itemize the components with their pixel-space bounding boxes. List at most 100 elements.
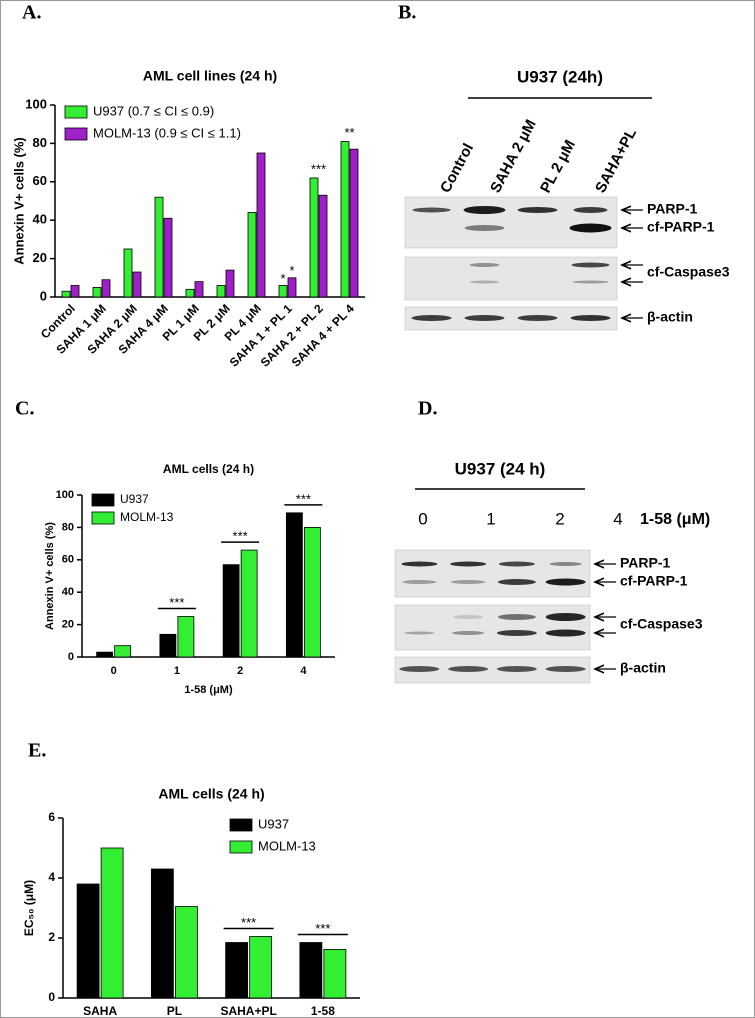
legend-label: U937 (0.7 ≤ CI ≤ 0.9) bbox=[93, 103, 214, 118]
band-label: β-actin bbox=[647, 309, 693, 325]
lane-label: 1 bbox=[486, 509, 495, 528]
legend-label: MOLM-13 (0.9 ≤ CI ≤ 1.1) bbox=[93, 125, 241, 140]
y-tick-label: 4 bbox=[48, 870, 55, 884]
y-axis-label: Annexin V+ cells (%) bbox=[11, 137, 26, 265]
bar bbox=[216, 285, 226, 298]
x-tick-label: 0 bbox=[111, 665, 117, 677]
band-label: cf-PARP-1 bbox=[647, 219, 715, 235]
y-tick-label: 40 bbox=[33, 212, 47, 227]
significance-label: * bbox=[289, 263, 294, 278]
blot-band bbox=[545, 629, 586, 637]
lane-label: 0 bbox=[418, 509, 427, 528]
legend-swatch bbox=[64, 127, 88, 141]
blot-band bbox=[469, 263, 500, 267]
band-label: cf-Caspase3 bbox=[647, 264, 730, 280]
bar bbox=[225, 269, 235, 298]
blot-band bbox=[496, 666, 537, 672]
significance-label: *** bbox=[296, 491, 311, 506]
bar bbox=[318, 194, 328, 298]
blot-band bbox=[411, 315, 452, 321]
panel-label: A. bbox=[22, 2, 41, 24]
bar bbox=[225, 942, 249, 999]
bar bbox=[132, 271, 142, 298]
blot-strip bbox=[404, 306, 618, 331]
significance-label: *** bbox=[315, 921, 330, 936]
x-tick-label: 1-58 bbox=[311, 1004, 335, 1018]
blot-band bbox=[448, 666, 489, 672]
blot-band bbox=[497, 614, 536, 620]
blot-band bbox=[572, 280, 609, 284]
blot-strip bbox=[404, 196, 618, 249]
blot-band bbox=[464, 315, 505, 321]
bar bbox=[240, 549, 258, 658]
y-axis-label: EC₅₀ (μM) bbox=[22, 880, 36, 936]
blot-title: U937 (24h) bbox=[517, 67, 603, 86]
blot-strip bbox=[394, 549, 591, 598]
bar bbox=[150, 868, 174, 999]
significance-label: ** bbox=[344, 125, 354, 140]
panel-label: D. bbox=[418, 398, 437, 420]
bar bbox=[61, 290, 71, 298]
legend-swatch bbox=[91, 493, 115, 507]
significance-label: *** bbox=[169, 595, 184, 610]
band-label: PARP-1 bbox=[620, 555, 671, 571]
band-label: cf-PARP-1 bbox=[620, 573, 688, 589]
bar bbox=[76, 883, 100, 999]
y-tick-label: 100 bbox=[25, 96, 47, 111]
legend-label: U937 bbox=[120, 492, 149, 506]
chart-title: AML cells (24 h) bbox=[163, 462, 254, 476]
legend-swatch bbox=[91, 511, 115, 525]
lane-label: 4 bbox=[613, 509, 622, 528]
bar bbox=[256, 152, 266, 298]
y-axis-label: Annexin V+ cells (%) bbox=[44, 522, 56, 630]
bar bbox=[309, 177, 319, 298]
x-axis-label: 1-58 (μM) bbox=[184, 684, 233, 696]
bar bbox=[70, 285, 80, 298]
blot-band bbox=[399, 666, 440, 672]
blot-band bbox=[452, 631, 485, 635]
blot-band bbox=[497, 579, 536, 585]
x-tick-label: 2 bbox=[237, 665, 243, 677]
y-tick-label: 20 bbox=[33, 250, 47, 265]
y-tick-label: 6 bbox=[48, 810, 55, 824]
y-tick-label: 60 bbox=[62, 554, 74, 566]
panel-label: B. bbox=[398, 2, 416, 24]
bar bbox=[249, 936, 273, 999]
bar bbox=[174, 906, 198, 999]
blot-band bbox=[545, 613, 586, 621]
blot-band bbox=[469, 280, 500, 284]
bar bbox=[285, 512, 303, 658]
bar bbox=[96, 651, 114, 658]
blot-band bbox=[404, 631, 435, 635]
legend-swatch bbox=[64, 105, 88, 119]
bar bbox=[278, 285, 288, 298]
blot-band bbox=[402, 580, 437, 584]
blot-band bbox=[549, 562, 582, 566]
band-label: β-actin bbox=[620, 660, 666, 676]
y-tick-label: 100 bbox=[56, 489, 74, 501]
blot-band bbox=[450, 561, 487, 567]
blot-band bbox=[464, 225, 505, 231]
blot-strip bbox=[394, 604, 591, 651]
x-tick-label: PL bbox=[167, 1004, 182, 1018]
blot-band bbox=[573, 207, 608, 213]
bar bbox=[247, 212, 257, 298]
blot-band bbox=[412, 207, 451, 213]
x-tick-label: SAHA+PL bbox=[220, 1004, 276, 1018]
panel-label: E. bbox=[28, 740, 46, 762]
legend-swatch bbox=[229, 840, 253, 854]
significance-label: *** bbox=[233, 529, 248, 544]
y-tick-label: 40 bbox=[62, 586, 74, 598]
x-tick-label: 4 bbox=[300, 665, 307, 677]
y-tick-label: 60 bbox=[33, 173, 47, 188]
bar bbox=[349, 148, 359, 298]
bar bbox=[154, 196, 164, 298]
y-tick-label: 80 bbox=[62, 521, 74, 533]
y-tick-label: 0 bbox=[68, 651, 74, 663]
significance-label: * bbox=[280, 271, 285, 286]
legend-label: MOLM-13 bbox=[258, 838, 316, 853]
bar bbox=[222, 564, 240, 658]
blot-band bbox=[453, 615, 484, 619]
